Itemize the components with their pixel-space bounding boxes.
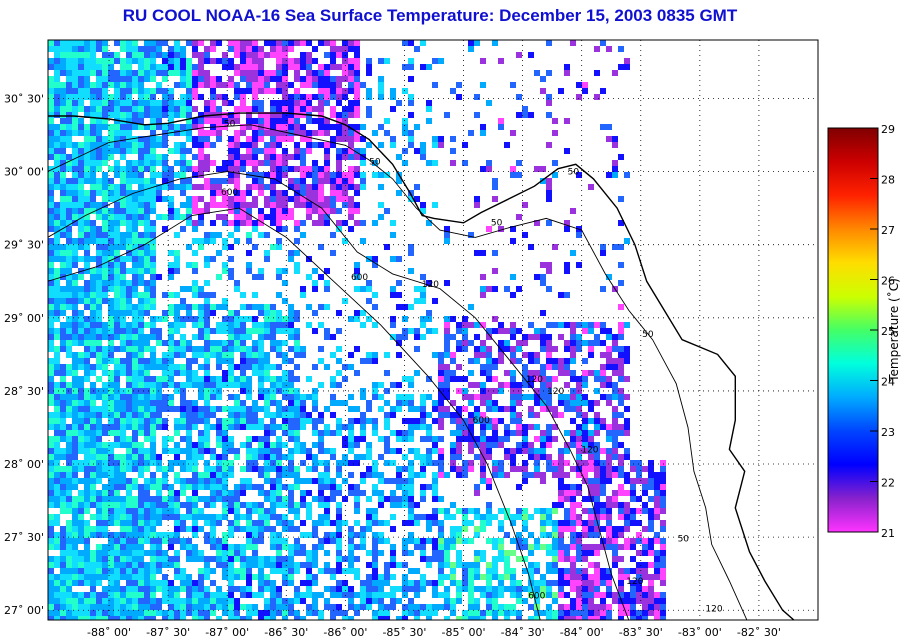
latitude-ticks: 30˚ 30' 30˚ 00' 29˚ 30' 29˚ 00' 28˚ 30' 28˚ 0… [4, 92, 44, 617]
lon-tick-label: -86˚ 00' [323, 626, 367, 639]
contour-label: 120 [547, 387, 564, 397]
lon-tick-label: -85˚ 00' [442, 626, 486, 639]
colorbar-ticks: 29 28 27 26 25 24 23 22 21 [870, 123, 895, 540]
colorbar-tick-label: 24 [881, 376, 895, 389]
map-frame [47, 39, 819, 621]
contour-120 [48, 171, 630, 620]
lat-tick-label: 27˚ 00' [4, 604, 44, 617]
lon-tick-label: -84˚ 30' [501, 626, 545, 639]
contour-label: 50 [491, 219, 503, 229]
colorbar-tick-label: 26 [881, 275, 895, 288]
contour-label: 120 [581, 445, 598, 455]
contour-label: 50 [224, 119, 236, 129]
lon-tick-label: -87˚ 30' [146, 626, 190, 639]
map-title: RU COOL NOAA-16 Sea Surface Temperature:… [122, 6, 738, 25]
contour-label: 600 [473, 416, 490, 426]
contour-label: 50 [678, 535, 690, 545]
colorbar-tick-label: 27 [881, 224, 895, 237]
colorbar-title: Temperature (˚C) [887, 278, 901, 382]
colorbar-bar [827, 127, 879, 533]
contour-label: 600 [528, 592, 545, 602]
contour-labels: 50 50 50 50 50 50 120 120 120 120 120 120 600 600 600 6… [221, 119, 723, 614]
colorbar-tick-label: 29 [881, 123, 895, 136]
coastline [48, 112, 795, 620]
colorbar-tick-label: 28 [881, 174, 895, 187]
lat-tick-label: 30˚ 00' [4, 166, 44, 179]
contour-label: 120 [626, 577, 643, 587]
lat-tick-label: 28˚ 30' [4, 385, 44, 398]
contour-600 [48, 207, 541, 620]
colorbar-tick-label: 25 [881, 325, 895, 338]
lon-tick-label: -83˚ 30' [619, 626, 663, 639]
sst-data-layer [48, 40, 666, 620]
contour-label: 120 [526, 375, 543, 385]
lat-tick-label: 29˚ 00' [4, 312, 44, 325]
contour-label: 120 [705, 605, 722, 615]
colorbar-tick-label: 23 [881, 426, 895, 439]
colorbar: 29 28 27 26 25 24 23 22 21 [827, 123, 895, 540]
lon-tick-label: -84˚ 00' [560, 626, 604, 639]
lon-tick-label: -87˚ 00' [205, 626, 249, 639]
contour-label: 50 [642, 330, 654, 340]
contour-label: 600 [351, 273, 368, 283]
bathymetry-contours [48, 124, 748, 620]
lon-tick-label: -85˚ 30' [382, 626, 426, 639]
lon-tick-label: -82˚ 30' [737, 626, 781, 639]
grid-lines [48, 40, 818, 620]
lat-tick-label: 29˚ 30' [4, 239, 44, 252]
colorbar-tick-label: 22 [881, 477, 895, 490]
lon-tick-label: -83˚ 00' [678, 626, 722, 639]
contour-label: 600 [221, 188, 238, 198]
lat-tick-label: 30˚ 30' [4, 92, 44, 105]
contour-label: 50 [369, 157, 381, 167]
lat-tick-label: 27˚ 30' [4, 531, 44, 544]
contour-50 [48, 124, 748, 620]
map-area: 50 50 50 50 50 50 120 120 120 120 120 120 600 600 600 6… [48, 40, 818, 620]
lat-tick-label: 28˚ 00' [4, 458, 44, 471]
lon-tick-label: -86˚ 30' [264, 626, 308, 639]
contour-label: 50 [568, 168, 580, 178]
colorbar-tick-label: 21 [881, 527, 895, 540]
longitude-ticks: -88˚ 00' -87˚ 30' -87˚ 00' -86˚ 30' -86˚ 00'… [87, 626, 781, 639]
lon-tick-label: -88˚ 00' [87, 626, 131, 639]
contour-label: 120 [422, 280, 439, 290]
